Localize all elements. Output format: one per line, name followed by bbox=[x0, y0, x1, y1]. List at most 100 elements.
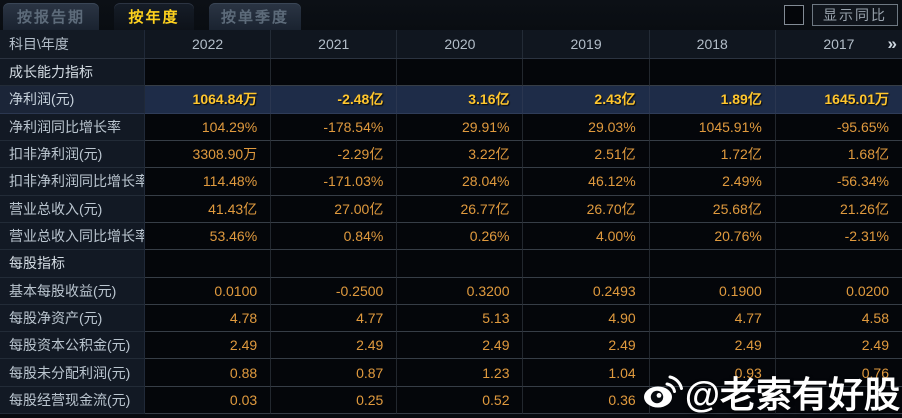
value-cell: 4.77 bbox=[271, 304, 398, 333]
value-cell bbox=[523, 59, 650, 87]
value-cell bbox=[775, 250, 902, 278]
financial-table: 科目\年度 2022 2021 2020 2019 2018 2017» 成长能力指标 净利… bbox=[0, 30, 902, 415]
table-row[interactable]: 每股经营现金流(元) 0.03 0.25 0.52 0.36 bbox=[0, 386, 902, 415]
more-columns-icon[interactable]: » bbox=[887, 34, 898, 53]
value-cell: -0.2500 bbox=[271, 277, 398, 305]
table-row[interactable]: 每股资本公积金(元) 2.49 2.49 2.49 2.49 2.49 2.49 bbox=[0, 332, 902, 360]
value-cell: 1045.91% bbox=[649, 113, 776, 141]
row-label: 净利润同比增长率 bbox=[0, 113, 145, 141]
value-cell: 114.48% bbox=[145, 168, 272, 196]
value-cell: 4.77 bbox=[649, 304, 776, 333]
row-label: 每股经营现金流(元) bbox=[0, 386, 145, 415]
value-cell: 0.93 bbox=[649, 359, 776, 387]
tab-by-report-period[interactable]: 按报告期 bbox=[3, 3, 99, 30]
row-label: 扣非净利润(元) bbox=[0, 140, 145, 169]
tab-by-quarter[interactable]: 按单季度 bbox=[209, 3, 301, 30]
row-label: 每股未分配利润(元) bbox=[0, 359, 145, 387]
show-yoy-checkbox[interactable] bbox=[784, 5, 804, 25]
value-cell: 0.1900 bbox=[649, 277, 776, 305]
table-row[interactable]: 扣非净利润(元) 3308.90万 -2.29亿 3.22亿 2.51亿 1.72亿 1.6… bbox=[0, 140, 902, 169]
value-cell: 53.46% bbox=[145, 222, 272, 251]
year-column-header[interactable]: 2018 bbox=[649, 30, 776, 58]
value-cell: 104.29% bbox=[145, 113, 272, 141]
year-column-header[interactable]: 2022 bbox=[145, 30, 272, 58]
year-column-header[interactable]: 2020 bbox=[397, 30, 524, 58]
row-label: 扣非净利润同比增长率 bbox=[0, 168, 145, 196]
value-cell bbox=[775, 59, 902, 87]
value-cell: 29.03% bbox=[523, 113, 650, 141]
value-cell: 0.26% bbox=[397, 222, 524, 251]
year-column-header[interactable]: 2021 bbox=[271, 30, 398, 58]
table-row[interactable]: 扣非净利润同比增长率 114.48% -171.03% 28.04% 46.12% 2.4… bbox=[0, 168, 902, 196]
table-row[interactable]: 成长能力指标 bbox=[0, 59, 902, 87]
value-cell: 2.49 bbox=[523, 332, 650, 360]
value-cell bbox=[145, 250, 272, 278]
table-row[interactable]: 每股净资产(元) 4.78 4.77 5.13 4.90 4.77 4.58 bbox=[0, 304, 902, 333]
value-cell bbox=[649, 59, 776, 87]
value-cell: 0.76 bbox=[775, 359, 902, 387]
value-cell: 26.70亿 bbox=[523, 195, 650, 223]
value-cell: 27.00亿 bbox=[271, 195, 398, 223]
value-cell bbox=[649, 386, 776, 415]
value-cell: 0.87 bbox=[271, 359, 398, 387]
tab-by-year[interactable]: 按年度 bbox=[114, 3, 194, 30]
yoy-controls: 显示同比 bbox=[784, 4, 898, 26]
value-cell: 1.68亿 bbox=[775, 140, 902, 169]
row-label: 每股资本公积金(元) bbox=[0, 332, 145, 360]
value-cell bbox=[649, 250, 776, 278]
value-cell: -178.54% bbox=[271, 113, 398, 141]
value-cell: 0.0200 bbox=[775, 277, 902, 305]
year-column-header[interactable]: 2017» bbox=[775, 30, 902, 58]
table-row[interactable]: 营业总收入(元) 41.43亿 27.00亿 26.77亿 26.70亿 25.68亿 21… bbox=[0, 195, 902, 223]
value-cell: 0.36 bbox=[523, 386, 650, 415]
table-row[interactable]: 基本每股收益(元) 0.0100 -0.2500 0.3200 0.2493 0.1900… bbox=[0, 277, 902, 305]
value-cell: 0.2493 bbox=[523, 277, 650, 305]
row-label: 成长能力指标 bbox=[0, 59, 145, 87]
show-yoy-label[interactable]: 显示同比 bbox=[812, 4, 898, 26]
value-cell: 4.58 bbox=[775, 304, 902, 333]
value-cell: 3308.90万 bbox=[145, 140, 272, 169]
value-cell bbox=[271, 250, 398, 278]
table-row[interactable]: 每股指标 bbox=[0, 250, 902, 278]
value-cell: -2.31% bbox=[775, 222, 902, 251]
value-cell: 0.03 bbox=[145, 386, 272, 415]
value-cell: 41.43亿 bbox=[145, 195, 272, 223]
row-label: 营业总收入同比增长率 bbox=[0, 222, 145, 251]
value-cell: 1.04 bbox=[523, 359, 650, 387]
value-cell: 2.51亿 bbox=[523, 140, 650, 169]
value-cell: 28.04% bbox=[397, 168, 524, 196]
value-cell: 2.43亿 bbox=[523, 86, 650, 114]
value-cell bbox=[397, 250, 524, 278]
year-column-header[interactable]: 2019 bbox=[523, 30, 650, 58]
value-cell: -95.65% bbox=[775, 113, 902, 141]
value-cell: 3.16亿 bbox=[397, 86, 524, 114]
row-label: 基本每股收益(元) bbox=[0, 277, 145, 305]
table-header-row: 科目\年度 2022 2021 2020 2019 2018 2017» bbox=[0, 30, 902, 59]
corner-label: 科目\年度 bbox=[0, 30, 145, 58]
value-cell: 3.22亿 bbox=[397, 140, 524, 169]
value-cell: -2.29亿 bbox=[271, 140, 398, 169]
table-row[interactable]: 净利润(元) 1064.84万 -2.48亿 3.16亿 2.43亿 1.89亿 1645.… bbox=[0, 86, 902, 114]
value-cell bbox=[523, 250, 650, 278]
row-label: 每股净资产(元) bbox=[0, 304, 145, 333]
value-cell: 0.84% bbox=[271, 222, 398, 251]
value-cell: 2.49 bbox=[397, 332, 524, 360]
value-cell bbox=[145, 59, 272, 87]
value-cell: 2.49 bbox=[145, 332, 272, 360]
value-cell: 46.12% bbox=[523, 168, 650, 196]
value-cell: 1064.84万 bbox=[145, 86, 272, 114]
table-row[interactable]: 净利润同比增长率 104.29% -178.54% 29.91% 29.03% 1045.… bbox=[0, 113, 902, 141]
row-label: 每股指标 bbox=[0, 250, 145, 278]
table-row[interactable]: 每股未分配利润(元) 0.88 0.87 1.23 1.04 0.93 0.76 bbox=[0, 359, 902, 387]
value-cell bbox=[397, 59, 524, 87]
value-cell: 0.88 bbox=[145, 359, 272, 387]
value-cell: -56.34% bbox=[775, 168, 902, 196]
value-cell: 29.91% bbox=[397, 113, 524, 141]
value-cell: 2.49% bbox=[649, 168, 776, 196]
value-cell: 1.23 bbox=[397, 359, 524, 387]
value-cell: 4.90 bbox=[523, 304, 650, 333]
value-cell: -171.03% bbox=[271, 168, 398, 196]
table-row[interactable]: 营业总收入同比增长率 53.46% 0.84% 0.26% 4.00% 20.76% -2.… bbox=[0, 222, 902, 251]
row-label: 净利润(元) bbox=[0, 86, 145, 114]
value-cell: 1645.01万 bbox=[775, 86, 902, 114]
